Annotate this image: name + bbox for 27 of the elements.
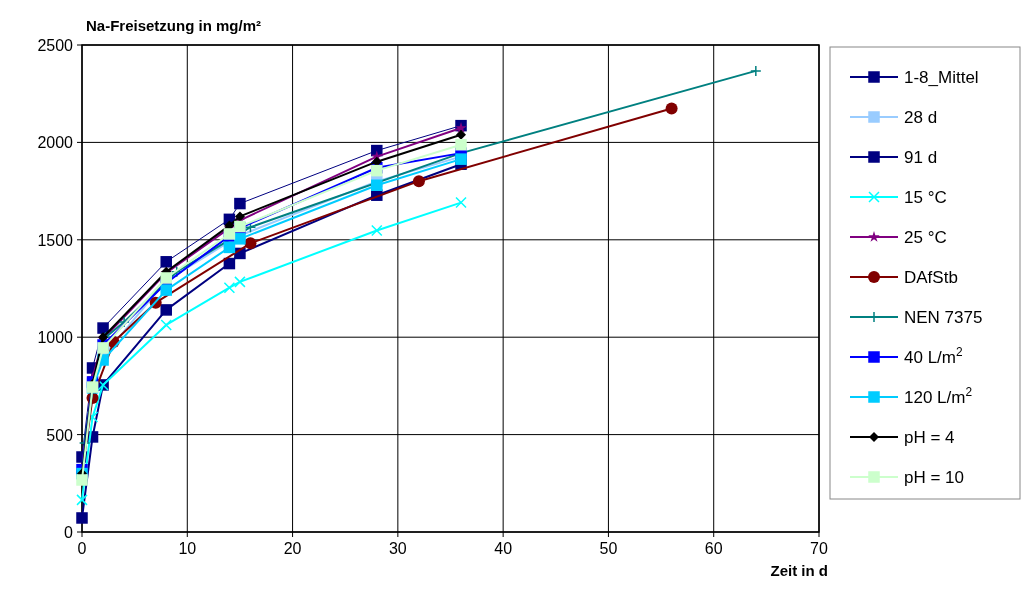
chart-title: Na-Freisetzung in mg/m² [86, 17, 262, 34]
y-tick-label: 0 [64, 524, 74, 541]
y-tick-label: 1500 [37, 231, 74, 249]
x-tick-label: 70 [810, 540, 828, 557]
x-tick-label: 40 [494, 540, 513, 557]
legend-label: pH = 10 [904, 468, 965, 487]
x-tick-label: 10 [178, 540, 197, 557]
y-tick-label: 1000 [37, 329, 74, 347]
legend-label: 1-8_Mittel [904, 68, 979, 87]
x-tick-label: 60 [704, 540, 723, 557]
y-tick-label: 2500 [37, 37, 74, 54]
x-tick-label: 50 [599, 540, 618, 557]
legend-label: 120 L/m$^{2}$ [904, 385, 973, 407]
legend-label: pH = 4 [904, 428, 955, 447]
legend-label: 28 d [904, 108, 938, 127]
x-axis-title: Zeit in d [770, 562, 828, 579]
legend-label: 15 °C [904, 188, 947, 207]
legend-label: 25 °C [904, 228, 947, 247]
legend-label: DAfStb [904, 268, 958, 287]
x-tick-label: 0 [77, 540, 87, 557]
y-tick-label: 500 [46, 426, 74, 444]
legend-label: NEN 7375 [904, 308, 983, 327]
legend-label: 40 L/m$^{2}$ [904, 345, 963, 367]
x-tick-label: 20 [283, 540, 302, 557]
x-tick-label: 30 [388, 540, 407, 557]
y-tick-label: 2000 [37, 134, 74, 152]
legend-label: 91 d [904, 148, 938, 167]
